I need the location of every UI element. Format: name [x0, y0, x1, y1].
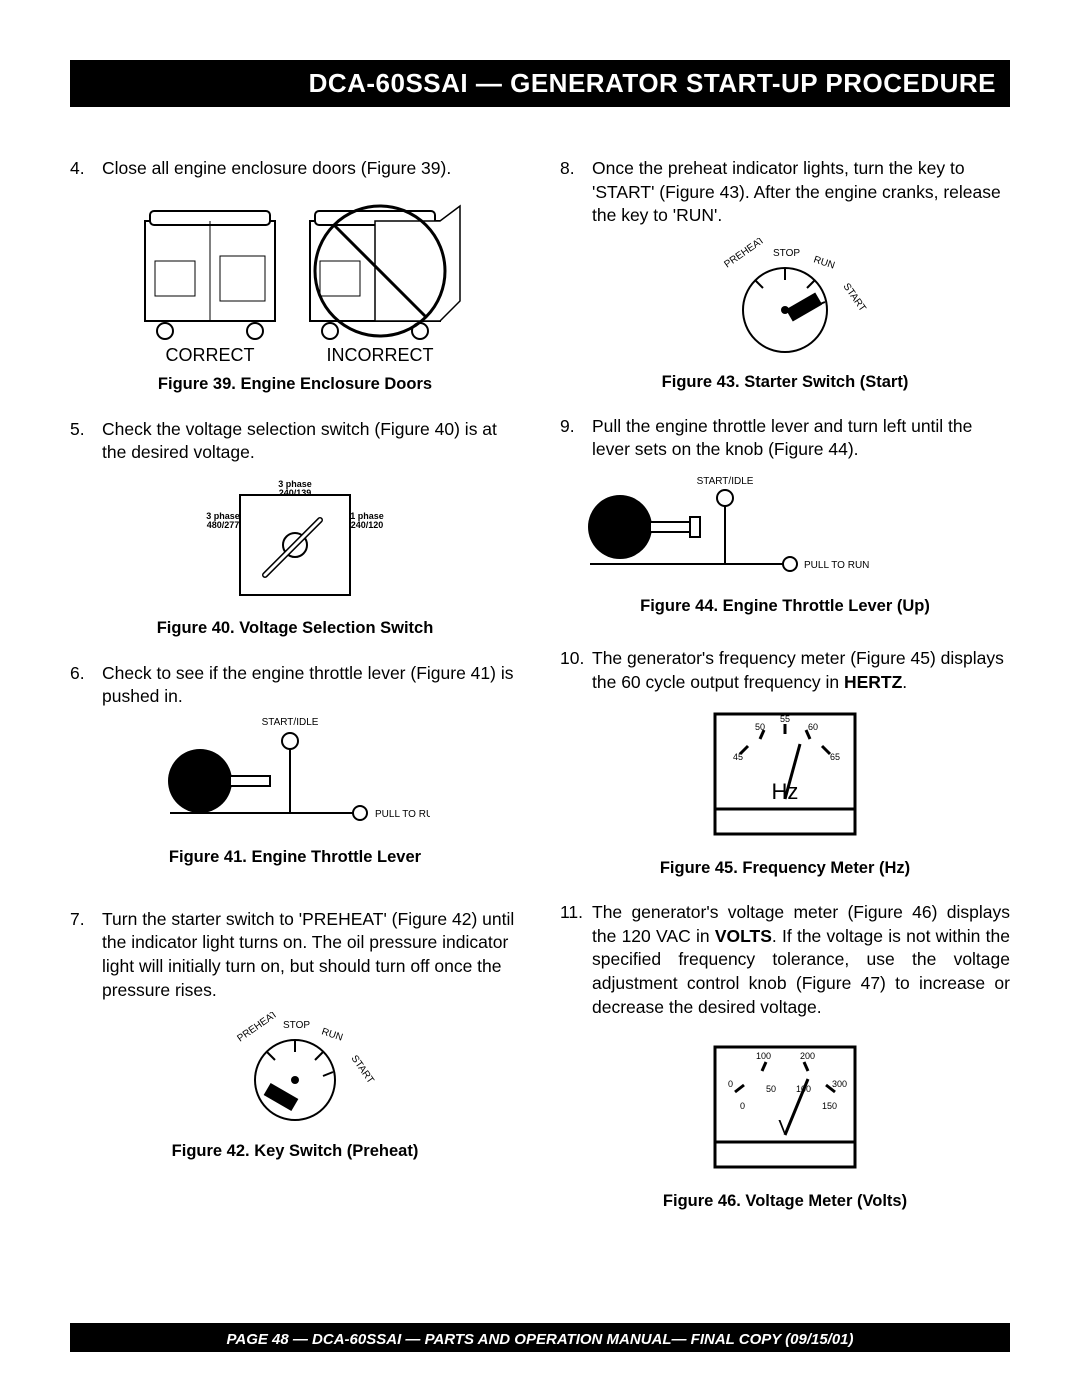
step-number: 11. [560, 901, 592, 1019]
step-text: Close all engine enclosure doors (Figure… [102, 157, 520, 181]
figure-40: 3 phase 240/139 3 phase 480/277 1 phase … [70, 475, 520, 612]
svg-text:STOP: STOP [773, 248, 800, 259]
figure-46: 0 100 200 300 0 50 100 150 V [560, 1037, 1010, 1184]
throttle-lever-up-diagram: START/IDLE PULL TO RUN [580, 472, 870, 582]
figure-43: PREHEAT STOP RUN START [560, 238, 1010, 365]
voltage-selection-diagram: 3 phase 240/139 3 phase 480/277 1 phase … [205, 475, 385, 605]
figure-41-caption: Figure 41. Engine Throttle Lever [70, 846, 520, 868]
step-7: 7. Turn the starter switch to 'PREHEAT' … [70, 908, 520, 1003]
svg-text:0: 0 [728, 1079, 733, 1089]
svg-text:55: 55 [780, 714, 790, 724]
step-text: Check the voltage selection switch (Figu… [102, 418, 520, 465]
step-9: 9. Pull the engine throttle lever and tu… [560, 415, 1010, 462]
step-6: 6. Check to see if the engine throttle l… [70, 662, 520, 709]
svg-text:65: 65 [830, 752, 840, 762]
step-text-post: . [902, 672, 907, 692]
svg-text:PREHEAT: PREHEAT [235, 1012, 279, 1044]
figure-39-caption: Figure 39. Engine Enclosure Doors [70, 373, 520, 395]
step-number: 7. [70, 908, 102, 1003]
figure-43-caption: Figure 43. Starter Switch (Start) [560, 371, 1010, 393]
figure-45: 45 50 55 60 65 Hz [560, 704, 1010, 851]
starter-switch-start-diagram: PREHEAT STOP RUN START [675, 238, 895, 358]
engine-enclosure-diagram: CORRECT INCORRECT [125, 191, 465, 361]
step-4: 4. Close all engine enclosure doors (Fig… [70, 157, 520, 181]
step-text: Check to see if the engine throttle leve… [102, 662, 520, 709]
two-column-layout: 4. Close all engine enclosure doors (Fig… [70, 157, 1010, 1234]
svg-text:50: 50 [755, 722, 765, 732]
step-text: Turn the starter switch to 'PREHEAT' (Fi… [102, 908, 520, 1003]
svg-text:60: 60 [808, 722, 818, 732]
figure-44: START/IDLE PULL TO RUN [560, 472, 1010, 589]
svg-text:RUN: RUN [812, 254, 836, 271]
throttle-lever-diagram: START/IDLE PULL TO RUN [160, 713, 430, 833]
step-5: 5. Check the voltage selection switch (F… [70, 418, 520, 465]
figure-46-caption: Figure 46. Voltage Meter (Volts) [560, 1190, 1010, 1212]
figure-39: CORRECT INCORRECT [70, 191, 520, 368]
step-number: 5. [70, 418, 102, 465]
right-column: 8. Once the preheat indicator lights, tu… [560, 157, 1010, 1234]
svg-text:240/139: 240/139 [279, 488, 312, 498]
svg-text:0: 0 [740, 1101, 745, 1111]
left-column: 4. Close all engine enclosure doors (Fig… [70, 157, 520, 1234]
svg-text:V: V [778, 1117, 792, 1139]
svg-text:100: 100 [756, 1051, 771, 1061]
step-text: Once the preheat indicator lights, turn … [592, 157, 1010, 228]
step-10: 10. The generator's frequency meter (Fig… [560, 647, 1010, 694]
svg-text:45: 45 [733, 752, 743, 762]
figure-45-caption: Figure 45. Frequency Meter (Hz) [560, 857, 1010, 879]
svg-text:PREHEAT: PREHEAT [722, 238, 766, 270]
step-text: The generator's voltage meter (Figure 46… [592, 901, 1010, 1019]
step-number: 9. [560, 415, 592, 462]
step-11: 11. The generator's voltage meter (Figur… [560, 901, 1010, 1019]
figure-42: PREHEAT STOP RUN START [70, 1012, 520, 1134]
svg-text:PULL TO RUN: PULL TO RUN [804, 560, 869, 571]
figure-44-caption: Figure 44. Engine Throttle Lever (Up) [560, 595, 1010, 617]
bold-volts: VOLTS [715, 926, 772, 946]
svg-text:INCORRECT: INCORRECT [327, 345, 434, 361]
figure-41: START/IDLE PULL TO RUN [70, 713, 520, 840]
voltage-meter-diagram: 0 100 200 300 0 50 100 150 V [700, 1037, 870, 1177]
svg-text:START: START [841, 281, 868, 313]
step-text-pre: The generator's frequency meter (Figure … [592, 648, 1004, 692]
svg-text:START/IDLE: START/IDLE [697, 476, 754, 487]
step-8: 8. Once the preheat indicator lights, tu… [560, 157, 1010, 228]
svg-text:START: START [349, 1054, 376, 1086]
svg-text:Hz: Hz [772, 779, 799, 804]
key-switch-preheat-diagram: PREHEAT STOP RUN START [185, 1012, 405, 1127]
svg-text:RUN: RUN [320, 1027, 344, 1044]
page-header: DCA-60SSAI — GENERATOR START-UP PROCEDUR… [70, 60, 1010, 107]
svg-text:START/IDLE: START/IDLE [262, 717, 319, 728]
step-text: The generator's frequency meter (Figure … [592, 647, 1010, 694]
figure-40-caption: Figure 40. Voltage Selection Switch [70, 617, 520, 639]
svg-text:150: 150 [822, 1101, 837, 1111]
frequency-meter-diagram: 45 50 55 60 65 Hz [700, 704, 870, 844]
svg-text:240/120: 240/120 [351, 520, 384, 530]
svg-text:50: 50 [766, 1084, 776, 1094]
svg-text:200: 200 [800, 1051, 815, 1061]
step-text: Pull the engine throttle lever and turn … [592, 415, 1010, 462]
step-number: 4. [70, 157, 102, 181]
svg-text:PULL TO RUN: PULL TO RUN [375, 809, 430, 820]
svg-text:CORRECT: CORRECT [166, 345, 255, 361]
step-number: 6. [70, 662, 102, 709]
figure-42-caption: Figure 42. Key Switch (Preheat) [70, 1140, 520, 1162]
page-footer: PAGE 48 — DCA-60SSAI — PARTS AND OPERATI… [70, 1325, 1010, 1352]
bold-hertz: HERTZ [844, 672, 902, 692]
step-number: 10. [560, 647, 592, 694]
svg-text:STOP: STOP [283, 1020, 310, 1031]
svg-text:480/277: 480/277 [207, 520, 240, 530]
step-number: 8. [560, 157, 592, 228]
svg-text:300: 300 [832, 1079, 847, 1089]
